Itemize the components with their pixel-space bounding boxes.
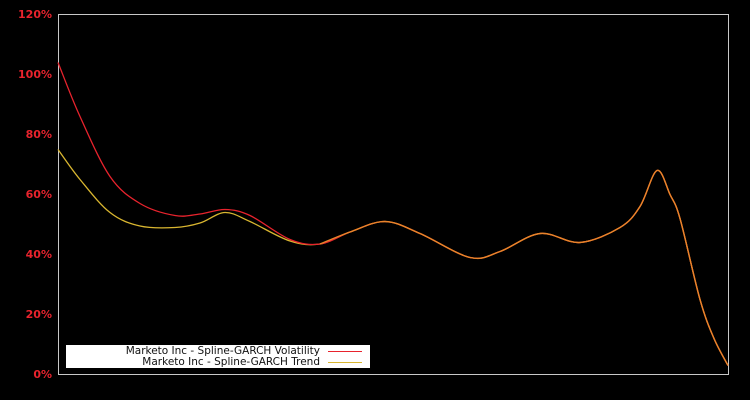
legend: Marketo Inc - Spline-GARCH Volatility Ma… <box>66 345 370 368</box>
plot-frame <box>58 14 729 375</box>
y-tick-label: 120% <box>18 8 52 21</box>
y-tick-label: 100% <box>18 68 52 81</box>
y-tick-label: 60% <box>25 188 52 201</box>
trend-line <box>57 149 729 366</box>
volatility-line <box>57 62 729 366</box>
legend-swatch-volatility <box>328 351 362 352</box>
legend-label: Marketo Inc - Spline-GARCH Volatility <box>125 345 320 357</box>
y-tick-label: 0% <box>33 368 52 381</box>
legend-swatch-trend <box>328 362 362 363</box>
legend-item-volatility: Marketo Inc - Spline-GARCH Volatility <box>126 346 362 357</box>
y-tick-label: 80% <box>25 128 52 141</box>
legend-item-trend: Marketo Inc - Spline-GARCH Trend <box>142 357 362 368</box>
y-tick-label: 40% <box>25 248 52 261</box>
y-tick-label: 20% <box>25 308 52 321</box>
overlap-line <box>319 169 729 366</box>
legend-label: Marketo Inc - Spline-GARCH Trend <box>142 356 320 368</box>
